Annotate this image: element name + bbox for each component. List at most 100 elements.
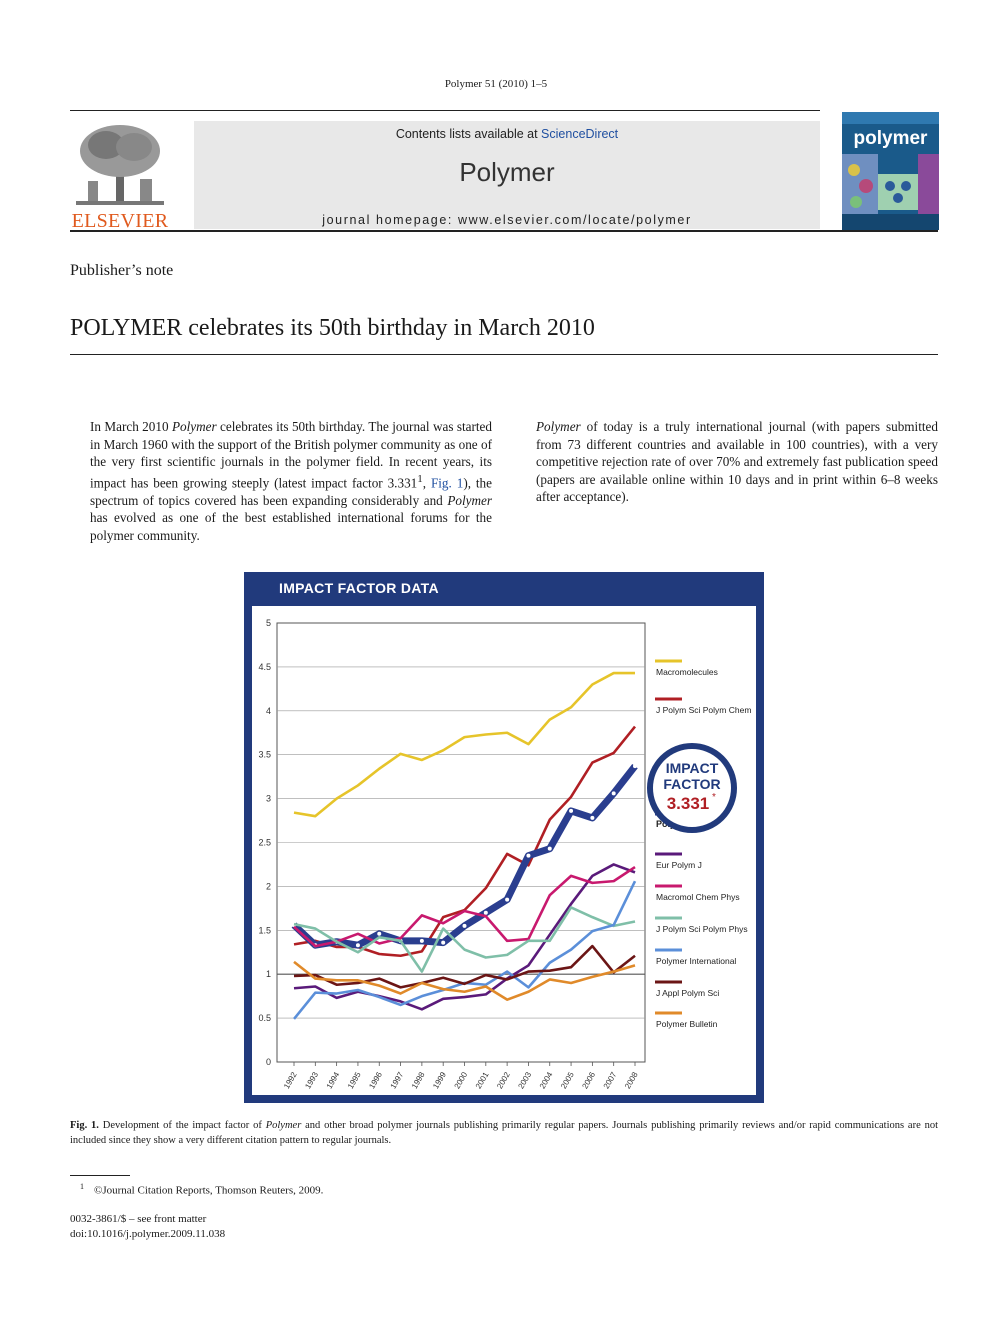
data-point	[441, 940, 446, 945]
text-run: of today is a truly international journa…	[536, 419, 938, 505]
data-point	[483, 910, 488, 915]
y-tick-label: 2	[266, 881, 271, 891]
data-point	[377, 931, 382, 936]
x-tick-label: 1995	[346, 1070, 363, 1090]
y-tick-label: 5	[266, 618, 271, 628]
issn-line: 0032-3861/$ – see front matter	[70, 1213, 207, 1225]
x-tick-label: 2001	[474, 1070, 491, 1090]
series-line	[293, 960, 636, 1001]
sciencedirect-link[interactable]: ScienceDirect	[541, 127, 619, 141]
series-line	[293, 863, 636, 1011]
series-line	[293, 725, 637, 958]
series-line	[293, 906, 636, 973]
figure-link[interactable]: Fig. 1	[430, 475, 464, 491]
footnote-marker[interactable]: 1	[417, 472, 423, 485]
x-tick-label: 2003	[516, 1070, 533, 1090]
legend-label: J Appl Polym Sci	[656, 988, 719, 998]
text-run: and other broad polymer journals publish…	[70, 1120, 938, 1146]
badge-mark: *	[712, 792, 716, 803]
badge-line1: IMPACT	[666, 760, 719, 776]
y-tick-label: 0	[266, 1057, 271, 1067]
legend-label: J Polym Sci Polym Chem	[656, 705, 751, 715]
journal-name-italic: Polymer	[536, 419, 581, 434]
data-point	[611, 791, 616, 796]
y-tick-label: 4.5	[258, 662, 271, 672]
chart-grid	[276, 622, 646, 1063]
data-point	[355, 943, 360, 948]
y-axis-ticks: 0 0.5 1 1.5 2 2.5 3 3.5 4 4.5 5	[258, 618, 271, 1067]
x-tick-label: 2006	[580, 1070, 597, 1090]
tree-icon	[76, 125, 164, 205]
x-tick-label: 2002	[495, 1070, 512, 1090]
footnote-text: ©Journal Citation Reports, Thomson Reute…	[94, 1184, 324, 1197]
legend-label: Macromolecules	[656, 667, 718, 677]
y-tick-label: 3.5	[258, 750, 271, 760]
body-column-left: In March 2010 Polymer celebrates its 50t…	[70, 418, 492, 545]
x-tick-label: 2000	[453, 1070, 470, 1090]
x-tick-label: 2005	[559, 1070, 576, 1090]
cover-title: polymer	[853, 128, 928, 149]
section-label: Publisher’s note	[70, 262, 174, 279]
figure-caption: Fig. 1. Development of the impact factor…	[70, 1119, 938, 1148]
contents-line: Contents lists available at ScienceDirec…	[194, 127, 820, 141]
caption-label: Fig. 1.	[70, 1120, 99, 1131]
title-rule	[70, 354, 938, 355]
data-point	[633, 764, 637, 769]
doi-link[interactable]: doi:10.1016/j.polymer.2009.11.038	[70, 1228, 226, 1240]
legend-label: Polymer International	[656, 956, 736, 966]
data-point	[419, 938, 424, 943]
chart-panel: 0 0.5 1 1.5 2 2.5 3 3.5 4 4.5 5 1992 1993 1994 1995 19…	[252, 606, 756, 1095]
data-point	[462, 923, 467, 928]
paragraph: In March 2010 Polymer celebrates its 50t…	[70, 418, 492, 545]
x-tick-label: 1997	[389, 1070, 406, 1090]
journal-homepage[interactable]: journal homepage: www.elsevier.com/locat…	[322, 213, 692, 227]
journal-masthead: Contents lists available at ScienceDirec…	[194, 121, 820, 229]
y-tick-label: 1.5	[258, 925, 271, 935]
footnote-rule	[70, 1175, 130, 1176]
legend-label: J Polym Sci Polym Phys	[656, 924, 748, 934]
text-run: has evolved as one of the best establish…	[90, 510, 492, 543]
journal-name-italic: Polymer	[171, 419, 217, 434]
footnote: 1 ©Journal Citation Reports, Thomson Reut…	[80, 1182, 323, 1197]
x-tick-label: 1999	[431, 1070, 448, 1090]
data-point	[526, 853, 531, 858]
body-column-right: Polymer of today is a truly internationa…	[516, 418, 938, 506]
badge-value: 3.331	[667, 794, 710, 813]
elsevier-wordmark: ELSEVIER	[71, 210, 169, 232]
x-tick-label: 2007	[602, 1070, 619, 1090]
legend-label: Polymer Bulletin	[656, 1019, 718, 1029]
y-tick-label: 3	[266, 794, 271, 804]
footnote-mark: 1	[80, 1182, 84, 1191]
badge-line2: FACTOR	[663, 776, 720, 792]
legend-label: Macromol Chem Phys	[656, 892, 740, 902]
y-tick-label: 0.5	[258, 1013, 271, 1023]
series-line	[293, 944, 636, 989]
journal-name: Polymer	[459, 157, 555, 187]
legend-label: Eur Polym J	[656, 860, 702, 870]
series-line	[293, 671, 635, 818]
x-tick-label: 2004	[538, 1070, 555, 1090]
text-run: celebrates its 50th birthday. The journa…	[90, 419, 492, 491]
header-rule	[70, 110, 820, 111]
data-point	[590, 815, 595, 820]
text-run: ,	[422, 475, 431, 491]
y-tick-label: 4	[266, 706, 271, 716]
x-tick-label: 1994	[325, 1070, 342, 1090]
x-tick-label: 1998	[410, 1070, 427, 1090]
x-axis-ticks: 1992 1993 1994 1995 1996 1997 1998 1999 2000 2001…	[282, 1062, 640, 1090]
y-tick-label: 2.5	[258, 838, 271, 848]
elsevier-logo[interactable]: ELSEVIER	[68, 121, 172, 233]
series-line	[293, 865, 636, 948]
impact-factor-figure: IMPACT FACTOR DATA 0 0.5 1 1.5 2 2.5 3 3.5 4 4.5 5…	[244, 572, 764, 1103]
text-run: Development of the impact factor of	[98, 1120, 266, 1131]
data-point	[547, 846, 552, 851]
impact-factor-badge: IMPACT FACTOR 3.331 *	[647, 743, 737, 833]
header-bottom-rule	[70, 230, 938, 232]
x-tick-label: 2008	[623, 1070, 640, 1090]
text-run: In March 2010	[90, 419, 172, 434]
x-tick-label: 1996	[367, 1070, 384, 1090]
text-run: ), the spectrum of topics covered has be…	[90, 475, 492, 508]
front-matter: 0032-3861/$ – see front matter doi:10.10…	[70, 1212, 225, 1242]
journal-cover[interactable]: polymer	[842, 112, 939, 230]
running-head: Polymer 51 (2010) 1–5	[444, 78, 548, 90]
